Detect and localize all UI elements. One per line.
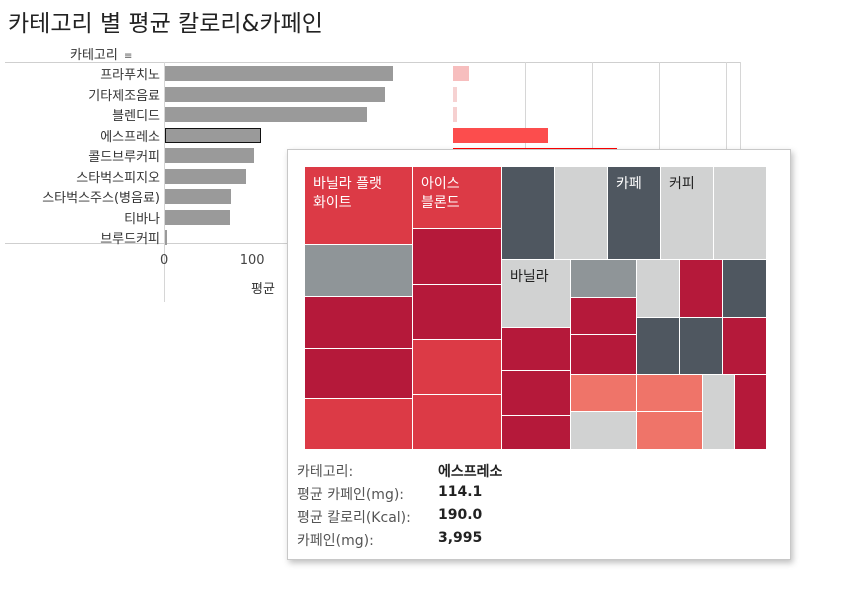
treemap-tile — [413, 340, 502, 395]
treemap-tile — [637, 412, 703, 450]
treemap-tile — [714, 167, 767, 260]
bar-average-caffeine[interactable] — [453, 107, 457, 122]
row-header-divider — [164, 62, 165, 302]
axis-tick-label: 0 — [160, 253, 169, 268]
treemap-tile — [305, 349, 413, 399]
treemap-tile — [680, 260, 723, 318]
tooltip-field-value: 3,995 — [438, 530, 483, 546]
tooltip-field-value: 190.0 — [438, 507, 483, 523]
treemap-tile — [305, 245, 413, 297]
treemap-tile — [637, 375, 703, 412]
category-label[interactable]: 에스프레소 — [100, 129, 160, 145]
gridline — [726, 62, 727, 150]
category-label[interactable]: 기타제조음료 — [88, 88, 160, 104]
right-panel-border — [740, 62, 741, 150]
tooltip-field-name: 평균 카페인(mg): — [297, 487, 405, 503]
category-label[interactable]: 스타벅스주스(병음료) — [42, 191, 160, 206]
gridline — [592, 62, 593, 150]
category-label[interactable]: 프라푸치노 — [100, 68, 160, 83]
bar-average-calories[interactable] — [165, 66, 393, 81]
treemap-tile — [723, 318, 767, 375]
bar-average-calories[interactable] — [165, 209, 231, 225]
tooltip-field-value: 에스프레소 — [438, 464, 503, 480]
category-label[interactable]: 티바나 — [124, 211, 160, 227]
treemap-tile — [305, 399, 413, 450]
treemap-tile-label: 바닐라 플랫 화이트 — [313, 176, 382, 211]
treemap-tile — [571, 260, 637, 298]
treemap-tile — [723, 260, 767, 318]
treemap-tile: 카페 — [608, 167, 661, 260]
treemap-tile: 커피 — [661, 167, 714, 260]
axis-divider — [5, 243, 455, 244]
treemap-tile — [555, 167, 608, 260]
category-label[interactable]: 블렌디드 — [112, 109, 160, 124]
treemap-tile-label: 바닐라 — [510, 269, 549, 285]
category-label[interactable]: 브루드커피 — [100, 232, 160, 247]
category-column-header[interactable]: 카테고리 ≡ — [70, 44, 132, 63]
tooltip-field-name: 평균 칼로리(Kcal): — [297, 510, 411, 526]
bar-average-calories[interactable] — [165, 168, 247, 184]
header-divider — [5, 62, 740, 63]
gridline — [525, 62, 526, 150]
tooltip-field-name: 카페인(mg): — [297, 533, 374, 549]
bar-average-caffeine[interactable] — [453, 86, 457, 102]
tooltip-field-value: 114.1 — [438, 484, 483, 500]
gridline — [659, 62, 660, 150]
bar-average-calories[interactable] — [165, 107, 367, 122]
treemap-tile — [637, 260, 680, 318]
treemap-tile — [637, 318, 680, 375]
bar-average-caffeine[interactable] — [453, 66, 469, 81]
treemap-tile — [571, 335, 637, 375]
treemap-tile: 바닐라 — [502, 260, 571, 328]
treemap-tile — [502, 416, 571, 450]
treemap-tile — [413, 285, 502, 340]
treemap-tile-label: 카페 — [616, 176, 642, 192]
treemap-tile — [305, 297, 413, 349]
bar-average-calories[interactable] — [165, 127, 261, 143]
category-label[interactable]: 스타벅스피지오 — [76, 170, 160, 186]
page-title: 카테고리 별 평균 칼로리&카페인 — [8, 11, 323, 37]
treemap-tile — [735, 375, 767, 450]
treemap-tile — [571, 298, 637, 335]
treemap-tile — [680, 318, 723, 375]
axis-tick-label: 100 — [239, 253, 265, 268]
treemap-tile: 아이스 블론드 — [413, 167, 502, 229]
treemap-tile — [502, 167, 555, 260]
treemap-tile — [571, 412, 637, 450]
bar-average-calories[interactable] — [165, 189, 232, 204]
sort-icon[interactable]: ≡ — [123, 51, 133, 62]
bar-average-calories[interactable] — [165, 86, 385, 102]
bar-average-calories[interactable] — [165, 230, 168, 245]
category-header-label: 카테고리 — [70, 48, 118, 63]
treemap-tile — [502, 371, 571, 416]
treemap-tile — [413, 395, 502, 450]
category-label[interactable]: 콜드브루커피 — [88, 150, 160, 165]
axis-title: 평균 — [251, 282, 275, 297]
treemap-tile — [502, 328, 571, 371]
bar-average-calories[interactable] — [165, 148, 255, 163]
treemap-tile — [413, 229, 502, 285]
tooltip-field-name: 카테고리: — [297, 464, 354, 480]
treemap-tile-label: 커피 — [669, 176, 695, 192]
treemap-tile — [571, 375, 637, 412]
treemap-tile: 바닐라 플랫 화이트 — [305, 167, 413, 245]
treemap-tile-label: 아이스 블론드 — [421, 176, 460, 211]
treemap-tile — [703, 375, 735, 450]
bar-average-caffeine[interactable] — [453, 127, 548, 143]
